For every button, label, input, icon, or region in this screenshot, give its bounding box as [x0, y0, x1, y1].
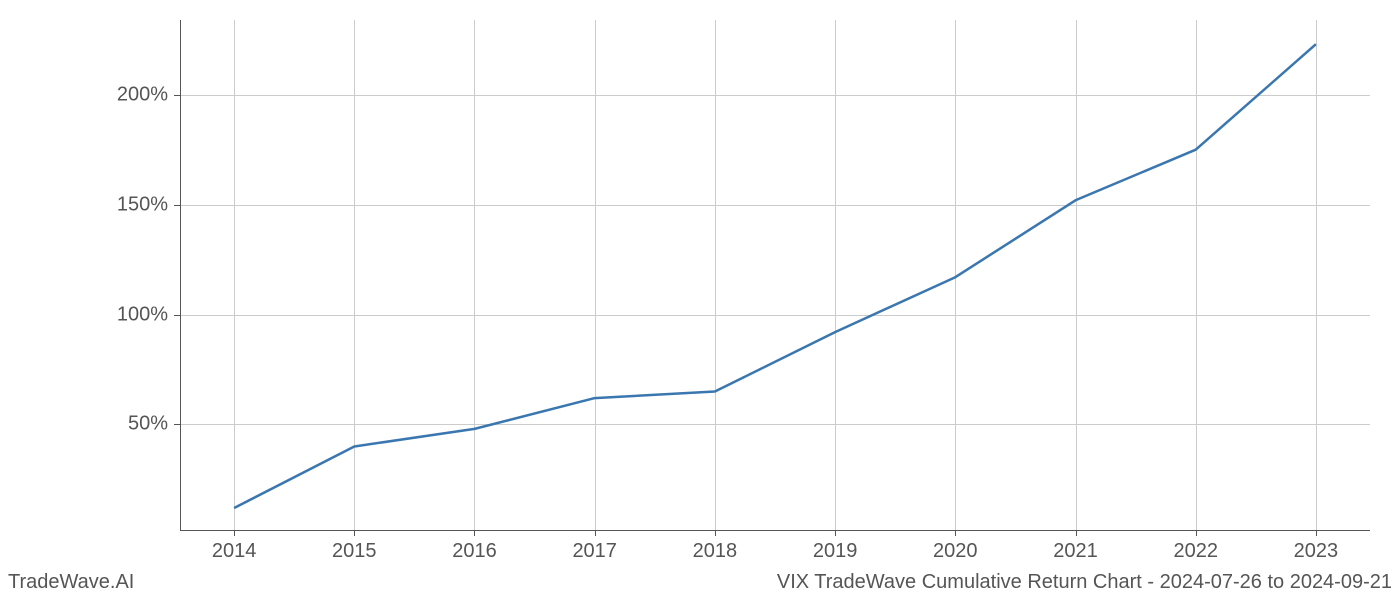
x-tick-label: 2019: [813, 540, 858, 563]
y-tick-label: 150%: [117, 193, 168, 216]
y-tick-label: 200%: [117, 83, 168, 106]
chart-container: 2014 2015 2016 2017 2018 2019 2020 2021 2022 2023…: [0, 0, 1400, 600]
y-tick-label: 100%: [117, 303, 168, 326]
x-tick-label: 2021: [1053, 540, 1098, 563]
x-axis-spine: [180, 530, 1370, 531]
y-tick-label: 50%: [128, 413, 168, 436]
x-tick-label: 2017: [572, 540, 617, 563]
x-tick-label: 2020: [933, 540, 978, 563]
footer-caption: VIX TradeWave Cumulative Return Chart - …: [777, 571, 1392, 594]
x-tick-label: 2015: [332, 540, 377, 563]
footer-brand: TradeWave.AI: [8, 571, 134, 594]
x-tick-label: 2018: [693, 540, 738, 563]
line-series: [180, 20, 1370, 530]
x-tick-label: 2014: [212, 540, 257, 563]
plot-area: 2014201520162017201820192020202120222023…: [180, 20, 1370, 530]
series-line: [234, 44, 1316, 508]
x-tick-label: 2022: [1173, 540, 1218, 563]
x-tick-label: 2023: [1294, 540, 1339, 563]
x-tick-label: 2016: [452, 540, 497, 563]
